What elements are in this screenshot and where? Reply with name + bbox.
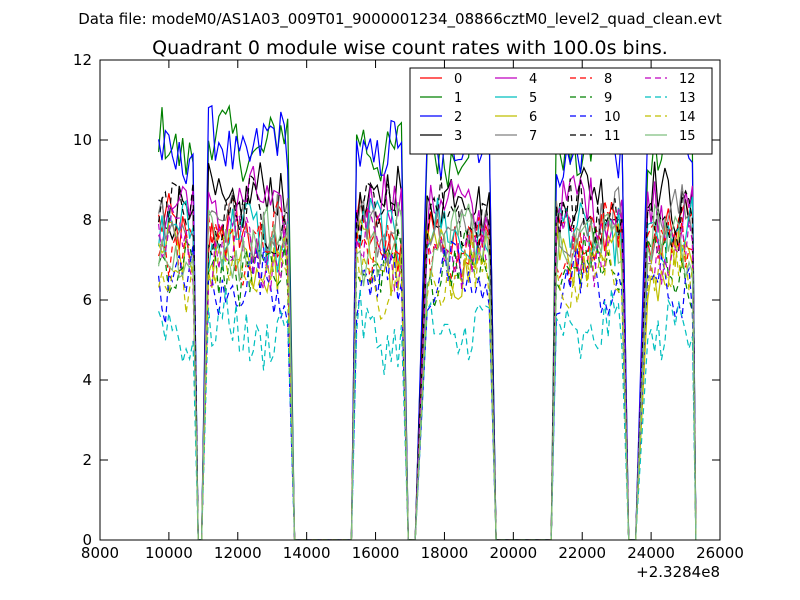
series-line-11 — [158, 173, 697, 540]
legend-label: 1 — [454, 91, 462, 106]
figure-suptitle: Data file: modeM0/AS1A03_009T01_90000012… — [78, 10, 722, 29]
legend-label: 8 — [604, 72, 612, 87]
y-tick-label: 12 — [73, 51, 92, 69]
y-tick-label: 10 — [73, 131, 92, 149]
x-tick-label: 8000 — [81, 544, 119, 562]
y-tick-label: 6 — [82, 291, 92, 309]
x-tick-label: 24000 — [627, 544, 675, 562]
legend-box — [409, 67, 713, 155]
x-axis-offset-label: +2.3284e8 — [636, 563, 720, 581]
legend-label: 11 — [604, 129, 621, 144]
legend-label: 7 — [529, 129, 537, 144]
series-line-6 — [158, 217, 697, 540]
legend-label: 13 — [679, 91, 696, 106]
legend-label: 5 — [529, 91, 537, 106]
series-line-15 — [158, 201, 697, 540]
x-tick-label: 12000 — [214, 544, 262, 562]
series-line-0 — [158, 193, 697, 540]
legend-label: 9 — [604, 91, 612, 106]
series-line-10 — [158, 240, 697, 540]
series-line-2 — [158, 104, 697, 540]
series-layer — [158, 103, 697, 540]
legend-label: 14 — [679, 110, 696, 125]
x-tick-label: 18000 — [421, 544, 469, 562]
legend-label: 0 — [454, 72, 462, 87]
legend-label: 12 — [679, 72, 696, 87]
series-line-14 — [158, 233, 697, 540]
x-tick-label: 26000 — [696, 544, 744, 562]
x-tick-label: 16000 — [352, 544, 400, 562]
y-tick-label: 0 — [82, 531, 92, 549]
legend-label: 3 — [454, 129, 462, 144]
legend-label: 2 — [454, 110, 462, 125]
x-tick-label: 14000 — [283, 544, 331, 562]
series-line-12 — [158, 205, 697, 540]
series-line-13 — [158, 288, 697, 540]
legend-label: 4 — [529, 72, 537, 87]
series-line-1 — [158, 103, 697, 540]
legend-label: 15 — [679, 129, 696, 144]
legend-label: 6 — [529, 110, 537, 125]
y-tick-label: 8 — [82, 211, 92, 229]
y-tick-label: 2 — [82, 451, 92, 469]
x-tick-label: 20000 — [489, 544, 537, 562]
x-axis: 8000 10000 12000 14000 16000 18000 20000 22000 2… — [81, 60, 744, 562]
x-tick-label: 22000 — [558, 544, 606, 562]
legend-label: 10 — [604, 110, 621, 125]
chart-title: Quadrant 0 module wise count rates with … — [152, 37, 668, 59]
x-tick-label: 10000 — [145, 544, 193, 562]
y-tick-label: 4 — [82, 371, 92, 389]
